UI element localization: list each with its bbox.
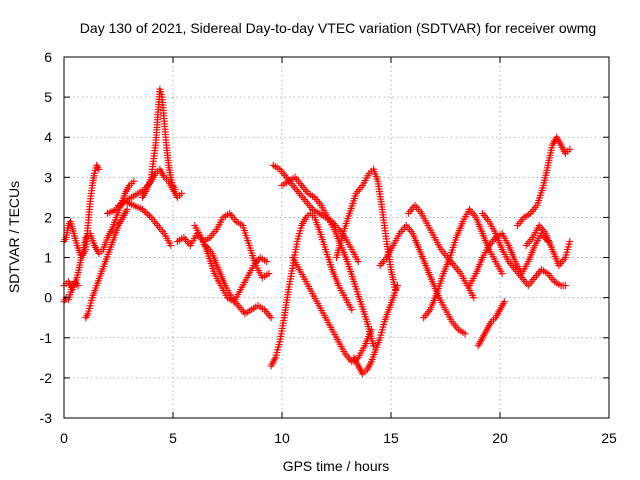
data-point: [139, 205, 146, 213]
y-tick-label: -3: [40, 410, 53, 426]
data-point: [95, 165, 103, 173]
data-point: [167, 242, 175, 249]
sat-track-06: [139, 85, 179, 201]
data-point: [370, 342, 378, 350]
x-tick-labels: 0 5 10 15 20 25: [60, 430, 617, 446]
plot-frame: [63, 56, 610, 419]
data-point: [566, 145, 574, 153]
x-axis-label: GPS time / hours: [283, 458, 390, 474]
x-tick-label: 10: [274, 430, 290, 446]
y-tick-label: 1: [44, 250, 52, 266]
sat-track-15: [333, 165, 399, 294]
data-point: [566, 238, 574, 245]
data-point: [118, 201, 126, 209]
data-point: [142, 209, 150, 217]
data-point: [119, 199, 127, 207]
data-point: [74, 282, 82, 290]
y-tick-label: 6: [44, 49, 52, 65]
y-tick-labels: -3 -2 -1 0 1 2 3 4 5 6: [40, 49, 53, 426]
y-tick-label: 2: [44, 209, 52, 225]
sat-track-04: [82, 205, 131, 322]
data-point: [354, 258, 362, 266]
data-point: [348, 306, 356, 314]
sat-track-11: [267, 209, 356, 370]
data-point: [263, 258, 271, 266]
data-point: [123, 205, 131, 213]
x-tick-label: 15: [383, 430, 399, 446]
data-point: [114, 204, 122, 212]
sat-track-22: [479, 209, 569, 290]
data-point: [470, 294, 478, 302]
sat-track-07: [104, 197, 175, 249]
y-tick-label: 4: [44, 129, 52, 145]
y-axis-label: SDTVAR / TECUs: [6, 181, 22, 293]
data-point: [265, 270, 273, 278]
data-point: [394, 282, 401, 290]
data-point: [498, 270, 506, 278]
data-point: [461, 330, 469, 338]
sat-track-21: [474, 298, 508, 350]
sat-track-24: [522, 222, 574, 270]
y-tick-label: -1: [40, 330, 53, 346]
data-point: [130, 177, 138, 185]
sat-track-19: [420, 205, 506, 322]
data-point: [146, 212, 153, 220]
sat-track-17: [376, 222, 469, 338]
sat-track-20: [466, 230, 552, 290]
x-tick-label: 20: [492, 430, 508, 446]
sat-track-10: [202, 242, 275, 322]
data-point: [178, 189, 186, 197]
chart-title: Day 130 of 2021, Sidereal Day-to-day VTE…: [80, 20, 596, 36]
y-tick-label: 3: [44, 169, 52, 185]
data-point: [500, 298, 508, 306]
x-tick-label: 0: [60, 430, 68, 446]
x-tick-label: 5: [169, 430, 177, 446]
data-point: [171, 185, 179, 193]
x-tick-label: 25: [601, 430, 617, 446]
y-tick-label: 0: [44, 290, 52, 306]
y-tick-label: 5: [44, 89, 52, 105]
data-point: [267, 314, 275, 322]
sat-track-14: [289, 254, 375, 366]
sat-track-16: [350, 282, 401, 378]
data-point: [367, 326, 375, 334]
sat-track-09: [191, 222, 271, 306]
data-point: [561, 282, 569, 290]
y-tick-label: -2: [40, 370, 53, 386]
sat-track-23: [513, 133, 574, 229]
